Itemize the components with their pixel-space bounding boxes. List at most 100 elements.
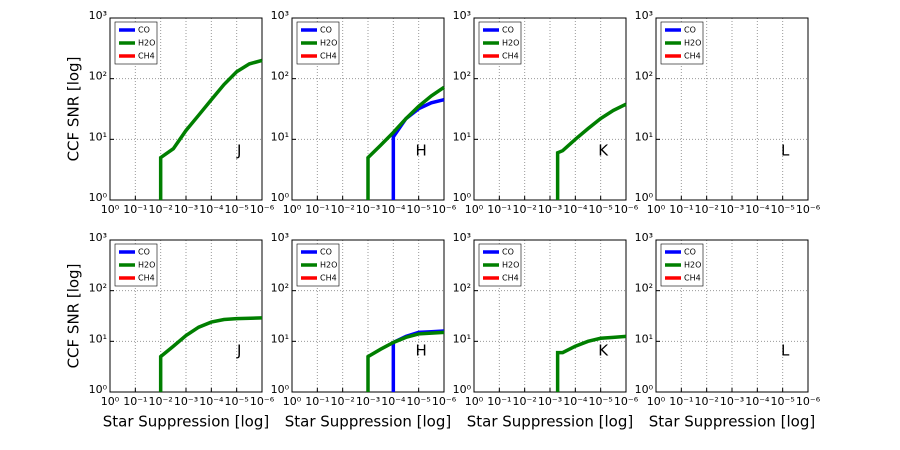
x-tick-label: 10⁻¹ xyxy=(669,395,693,408)
panel-label: H xyxy=(416,341,427,359)
y-tick-label: 10² xyxy=(89,282,107,295)
y-tick-label: 10² xyxy=(453,282,471,295)
y-tick-label: 10² xyxy=(89,70,107,83)
y-tick-label: 10² xyxy=(635,282,653,295)
panel-label: L xyxy=(781,141,790,159)
x-axis-label: Star Suppression [log] xyxy=(467,413,634,431)
y-tick-label: 10¹ xyxy=(453,332,471,345)
x-tick-label: 10⁻⁶ xyxy=(432,395,457,408)
x-tick-label: 10⁻⁴ xyxy=(745,203,770,216)
y-tick-label: 10³ xyxy=(635,9,653,22)
x-tick-label: 10⁻³ xyxy=(720,203,744,216)
legend-label: CO xyxy=(684,248,696,257)
x-tick-label: 10⁻³ xyxy=(538,203,562,216)
y-tick-label: 10³ xyxy=(271,9,289,22)
x-tick-label: 10⁻² xyxy=(513,203,537,216)
x-tick-label: 10⁰ xyxy=(101,395,120,408)
data-line xyxy=(555,102,627,200)
legend-label: CO xyxy=(138,26,150,35)
x-tick-label: 10⁰ xyxy=(283,395,302,408)
panel-label: J xyxy=(236,141,241,159)
y-tick-label: 10⁰ xyxy=(635,191,654,204)
data-line xyxy=(158,58,263,200)
x-tick-label: 10⁰ xyxy=(647,203,666,216)
data-line xyxy=(366,330,445,392)
x-tick-label: 10⁻¹ xyxy=(305,395,329,408)
x-axis-label: Star Suppression [log] xyxy=(285,413,452,431)
y-axis-label: CCF SNR [log] xyxy=(65,57,83,162)
x-tick-label: 10⁻⁵ xyxy=(589,203,613,216)
x-tick-label: 10⁻⁴ xyxy=(199,203,224,216)
y-tick-label: 10⁰ xyxy=(271,191,290,204)
y-tick-label: 10¹ xyxy=(271,130,289,143)
y-tick-label: 10³ xyxy=(453,231,471,244)
y-tick-label: 10¹ xyxy=(89,130,107,143)
legend-label: CO xyxy=(320,248,332,257)
y-axis-label: CCF SNR [log] xyxy=(65,264,83,369)
legend-label: H2O xyxy=(138,261,155,270)
legend-label: CO xyxy=(138,248,150,257)
x-tick-label: 10⁻⁶ xyxy=(250,395,275,408)
x-tick-label: 10⁻² xyxy=(149,203,173,216)
x-tick-label: 10⁰ xyxy=(465,203,484,216)
x-tick-label: 10⁻² xyxy=(513,395,537,408)
x-tick-label: 10⁻⁴ xyxy=(745,395,770,408)
plot-frame xyxy=(109,239,263,393)
y-tick-label: 10³ xyxy=(89,231,107,244)
x-tick-label: 10⁻⁵ xyxy=(407,395,431,408)
legend-label: CH4 xyxy=(502,274,519,283)
legend-label: CH4 xyxy=(684,52,701,61)
plot-frame xyxy=(655,17,809,201)
x-tick-label: 10⁻⁴ xyxy=(381,203,406,216)
legend-label: CO xyxy=(502,248,514,257)
x-tick-label: 10⁻⁶ xyxy=(432,203,457,216)
y-tick-label: 10² xyxy=(453,70,471,83)
legend-label: CH4 xyxy=(320,52,337,61)
plot-frame xyxy=(655,239,809,393)
x-tick-label: 10⁻⁶ xyxy=(250,203,275,216)
x-tick-label: 10⁻² xyxy=(149,395,173,408)
x-tick-label: 10⁻⁴ xyxy=(381,395,406,408)
panel-label: J xyxy=(236,341,241,359)
x-axis-label: Star Suppression [log] xyxy=(103,413,270,431)
legend-label: CO xyxy=(502,26,514,35)
x-tick-label: 10⁻⁶ xyxy=(614,203,639,216)
x-tick-label: 10⁻³ xyxy=(174,203,198,216)
panel-label: K xyxy=(598,341,609,359)
x-tick-label: 10⁻² xyxy=(331,203,355,216)
x-tick-label: 10⁻³ xyxy=(720,395,744,408)
legend-label: CO xyxy=(320,26,332,35)
x-tick-label: 10⁻⁵ xyxy=(225,395,249,408)
x-tick-label: 10⁻¹ xyxy=(305,203,329,216)
y-tick-label: 10³ xyxy=(635,231,653,244)
y-tick-label: 10¹ xyxy=(635,130,653,143)
x-tick-label: 10⁰ xyxy=(283,203,302,216)
legend-label: CO xyxy=(684,26,696,35)
x-tick-label: 10⁻¹ xyxy=(669,203,693,216)
x-tick-label: 10⁻² xyxy=(695,203,719,216)
x-tick-label: 10⁻¹ xyxy=(487,203,511,216)
plot-frame xyxy=(473,239,627,393)
legend-label: CH4 xyxy=(320,274,337,283)
legend-label: H2O xyxy=(502,39,519,48)
x-tick-label: 10⁻⁶ xyxy=(614,395,639,408)
data-line xyxy=(158,316,263,392)
y-tick-label: 10¹ xyxy=(453,130,471,143)
x-tick-label: 10⁻⁵ xyxy=(407,203,431,216)
x-tick-label: 10⁻¹ xyxy=(123,395,147,408)
legend-label: H2O xyxy=(320,39,337,48)
y-tick-label: 10¹ xyxy=(635,332,653,345)
x-tick-label: 10⁻⁵ xyxy=(225,203,249,216)
data-line xyxy=(555,334,627,392)
x-axis-label: Star Suppression [log] xyxy=(649,413,816,431)
panel-label: H xyxy=(416,141,427,159)
x-tick-label: 10⁻³ xyxy=(174,395,198,408)
y-tick-label: 10¹ xyxy=(271,332,289,345)
legend-label: H2O xyxy=(138,39,155,48)
plot-frame xyxy=(109,17,263,201)
legend-label: CH4 xyxy=(138,274,155,283)
y-tick-label: 10² xyxy=(271,70,289,83)
legend-label: CH4 xyxy=(502,52,519,61)
x-tick-label: 10⁻⁵ xyxy=(589,395,613,408)
legend-label: H2O xyxy=(502,261,519,270)
